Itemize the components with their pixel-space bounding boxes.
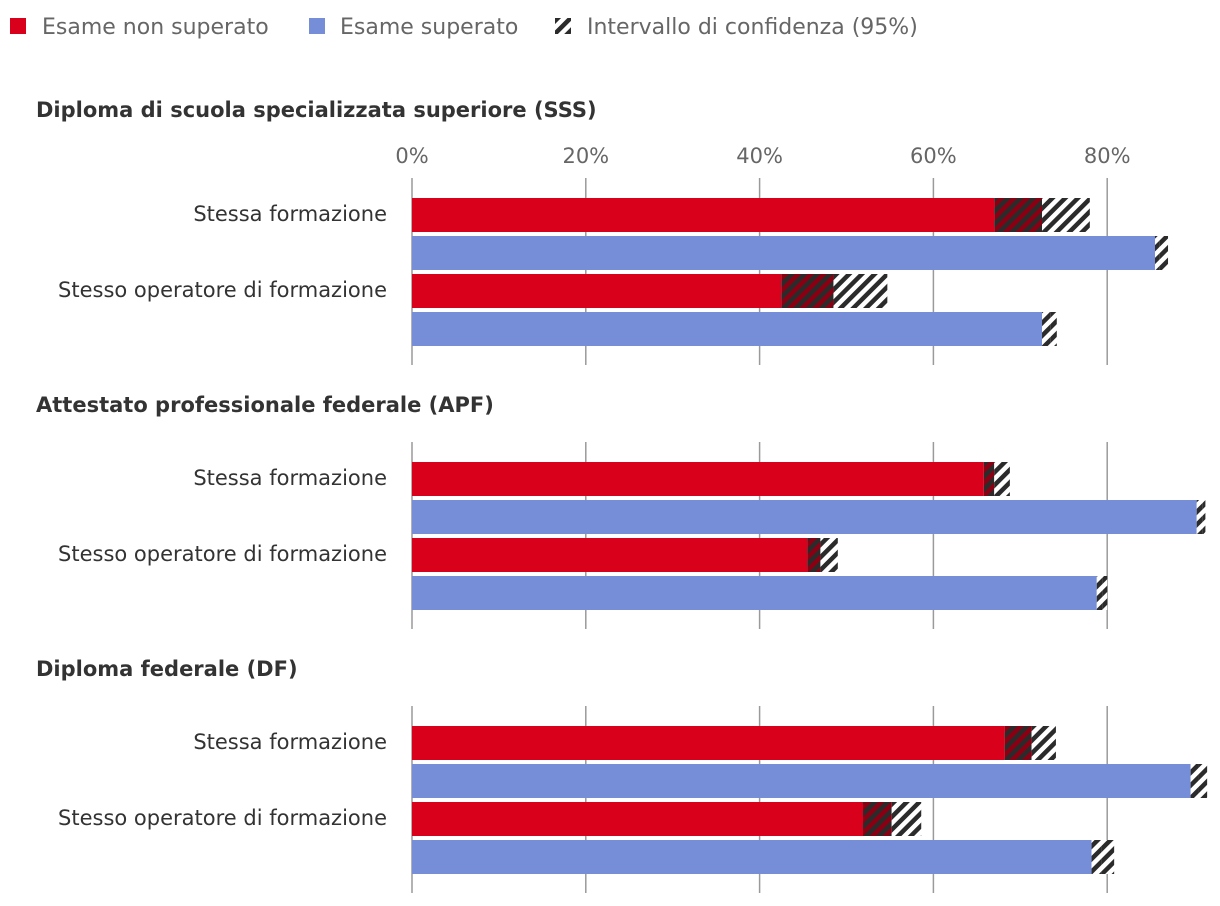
bar-fail[interactable] — [412, 462, 984, 496]
ci-upper-segment — [820, 538, 838, 572]
category-label-stessa-formazione: Stessa formazione — [193, 202, 387, 226]
panel-apf: Attestato professionale federale (APF) S… — [36, 393, 1206, 629]
bar-pass[interactable] — [412, 236, 1155, 270]
panel-sss: Diploma di scuola specializzata superior… — [36, 98, 1169, 365]
legend-item-ci[interactable]: Intervallo di confidenza (95%) — [555, 15, 918, 40]
ci-lower-segment — [1091, 840, 1102, 874]
x-tick-labels: 0% 20% 40% 60% 80% — [395, 144, 1130, 168]
panel-title: Attestato professionale federale (APF) — [36, 393, 494, 417]
ci-lower-segment — [1096, 576, 1103, 610]
bar-pass[interactable] — [412, 500, 1197, 534]
x-tick-label: 60% — [910, 144, 957, 168]
x-tick-label: 80% — [1084, 144, 1131, 168]
bar-pass[interactable] — [412, 764, 1191, 798]
panel-df: Diploma federale (DF) Stessa formazione … — [36, 657, 1208, 893]
ci-upper-segment — [891, 802, 922, 836]
ci-lower-segment — [807, 538, 821, 572]
ci-lower-segment — [1004, 726, 1032, 760]
x-tick-label: 0% — [395, 144, 428, 168]
panel-title: Diploma federale (DF) — [36, 657, 298, 681]
ci-lower-segment — [1042, 312, 1051, 346]
bars — [412, 462, 1206, 610]
ci-upper-segment — [1202, 500, 1206, 534]
bar-fail[interactable] — [412, 274, 782, 308]
ci-upper-segment — [1198, 764, 1208, 798]
ci-lower-segment — [1196, 500, 1203, 534]
bar-fail[interactable] — [412, 726, 1005, 760]
category-label-stessa-formazione: Stessa formazione — [193, 730, 387, 754]
legend-label-pass: Esame superato — [340, 15, 518, 40]
bar-pass[interactable] — [412, 576, 1097, 610]
ci-upper-segment — [1159, 236, 1169, 270]
x-tick-label: 40% — [736, 144, 783, 168]
legend-label-ci: Intervallo di confidenza (95%) — [587, 15, 918, 40]
legend-item-fail[interactable]: Esame non superato — [10, 15, 269, 40]
category-label-stesso-operatore: Stesso operatore di formazione — [58, 278, 387, 302]
legend: Esame non superato Esame superato Interv… — [10, 15, 918, 40]
bar-pass[interactable] — [412, 312, 1043, 346]
x-tick-label: 20% — [562, 144, 609, 168]
ci-upper-segment — [1031, 726, 1056, 760]
legend-swatch-ci — [555, 18, 571, 34]
category-label-stesso-operatore: Stesso operatore di formazione — [58, 542, 387, 566]
ci-upper-segment — [1102, 576, 1108, 610]
bar-fail[interactable] — [412, 802, 864, 836]
category-label-stessa-formazione: Stessa formazione — [193, 466, 387, 490]
ci-upper-segment — [833, 274, 888, 308]
ci-lower-segment — [863, 802, 892, 836]
ci-lower-segment — [994, 198, 1043, 232]
legend-item-pass[interactable]: Esame superato — [309, 15, 518, 40]
bar-pass[interactable] — [412, 840, 1092, 874]
category-label-stesso-operatore: Stesso operatore di formazione — [58, 806, 387, 830]
panel-title: Diploma di scuola specializzata superior… — [36, 98, 597, 122]
legend-swatch-fail — [10, 18, 26, 34]
ci-upper-segment — [1101, 840, 1115, 874]
ci-lower-segment — [1190, 764, 1199, 798]
bar-fail[interactable] — [412, 198, 995, 232]
ci-lower-segment — [983, 462, 995, 496]
bar-fail[interactable] — [412, 538, 808, 572]
ci-upper-segment — [1050, 312, 1057, 346]
ci-lower-segment — [781, 274, 834, 308]
ci-upper-segment — [994, 462, 1010, 496]
ci-lower-segment — [1154, 236, 1160, 270]
legend-swatch-pass — [309, 18, 325, 34]
bars — [412, 726, 1208, 874]
ci-upper-segment — [1042, 198, 1090, 232]
legend-label-fail: Esame non superato — [42, 15, 269, 40]
bars — [412, 198, 1169, 346]
